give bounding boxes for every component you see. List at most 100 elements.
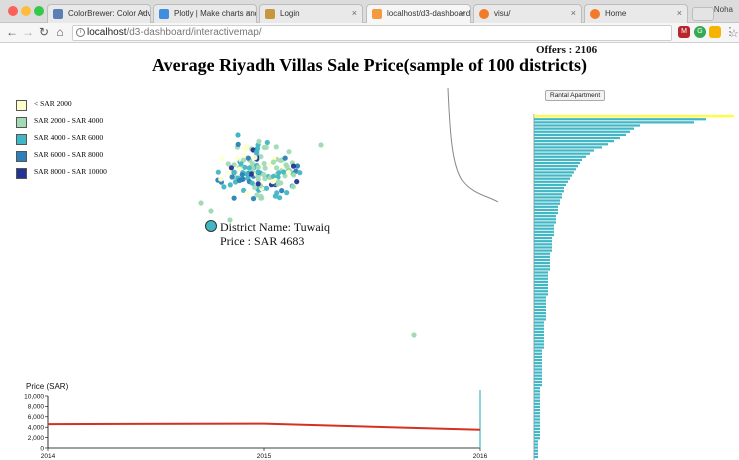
price-bar[interactable] bbox=[534, 249, 552, 252]
price-bar[interactable] bbox=[534, 280, 548, 283]
price-bar[interactable] bbox=[534, 318, 546, 321]
district-point[interactable] bbox=[256, 138, 262, 144]
district-point[interactable] bbox=[231, 169, 237, 175]
price-bar[interactable] bbox=[534, 427, 540, 430]
price-bar[interactable] bbox=[534, 127, 634, 130]
district-point[interactable] bbox=[282, 155, 288, 161]
price-bar[interactable] bbox=[534, 180, 568, 183]
tab-visu[interactable]: visu/ × bbox=[473, 4, 582, 23]
price-bar[interactable] bbox=[534, 224, 554, 227]
extension-pinwheel-icon[interactable] bbox=[709, 26, 721, 38]
district-point[interactable] bbox=[270, 179, 276, 185]
district-point[interactable] bbox=[259, 195, 265, 201]
price-bar[interactable] bbox=[534, 196, 562, 199]
price-bar[interactable] bbox=[534, 446, 538, 449]
district-point[interactable] bbox=[228, 165, 234, 171]
district-point[interactable] bbox=[236, 177, 242, 184]
price-bar[interactable] bbox=[534, 261, 550, 265]
district-point[interactable] bbox=[227, 182, 233, 188]
district-point[interactable] bbox=[255, 181, 261, 187]
price-bar[interactable] bbox=[534, 215, 556, 218]
price-bar[interactable] bbox=[534, 377, 542, 380]
price-bar[interactable] bbox=[534, 240, 552, 243]
tab-plotly[interactable]: Plotly | Make charts and × bbox=[153, 4, 257, 23]
price-bar[interactable] bbox=[534, 355, 542, 359]
price-bar[interactable] bbox=[534, 408, 540, 412]
district-point[interactable] bbox=[411, 332, 417, 338]
price-bar[interactable] bbox=[534, 211, 558, 215]
price-bar[interactable] bbox=[534, 268, 550, 271]
price-bar[interactable] bbox=[534, 158, 582, 162]
back-arrow-icon[interactable]: ← bbox=[6, 25, 18, 39]
district-points[interactable] bbox=[198, 132, 417, 338]
price-bar[interactable] bbox=[534, 283, 548, 287]
district-point[interactable] bbox=[231, 195, 237, 201]
district-point[interactable] bbox=[235, 132, 241, 138]
price-bar[interactable] bbox=[534, 337, 544, 340]
price-bar[interactable] bbox=[534, 390, 540, 393]
profile-name[interactable]: Noha bbox=[713, 5, 733, 14]
price-bar[interactable] bbox=[534, 136, 620, 140]
district-point[interactable] bbox=[294, 163, 301, 169]
rental-apartment-button[interactable]: Rantal Apartment bbox=[545, 90, 606, 101]
price-bar[interactable] bbox=[534, 299, 546, 302]
price-bar[interactable] bbox=[534, 271, 548, 274]
price-bar[interactable] bbox=[534, 252, 550, 255]
district-point[interactable] bbox=[294, 179, 300, 185]
district-point[interactable] bbox=[254, 192, 260, 198]
district-point[interactable] bbox=[246, 165, 252, 171]
price-bar[interactable] bbox=[534, 165, 578, 168]
price-bar[interactable] bbox=[534, 340, 544, 343]
price-bar[interactable] bbox=[534, 362, 542, 365]
price-bar[interactable] bbox=[534, 380, 542, 384]
price-bar[interactable] bbox=[534, 415, 540, 418]
district-point[interactable] bbox=[264, 185, 270, 191]
price-bar[interactable] bbox=[534, 174, 572, 177]
price-bar[interactable] bbox=[534, 287, 548, 290]
close-tab-icon[interactable]: × bbox=[245, 8, 251, 18]
district-point[interactable] bbox=[291, 172, 297, 178]
price-bar[interactable] bbox=[534, 399, 540, 402]
district-point[interactable] bbox=[242, 164, 248, 170]
price-bar[interactable] bbox=[534, 161, 580, 165]
price-bar[interactable] bbox=[534, 258, 550, 262]
price-bar[interactable] bbox=[534, 327, 544, 330]
district-point[interactable] bbox=[221, 184, 227, 190]
district-point[interactable] bbox=[283, 162, 289, 168]
district-point[interactable] bbox=[252, 184, 258, 190]
price-bar[interactable] bbox=[534, 330, 544, 334]
price-bar[interactable] bbox=[534, 437, 540, 440]
district-point[interactable] bbox=[273, 144, 279, 150]
district-point[interactable] bbox=[218, 176, 224, 182]
reload-icon[interactable]: ↻ bbox=[38, 25, 50, 39]
new-tab-button[interactable] bbox=[692, 7, 714, 21]
district-point[interactable] bbox=[245, 155, 251, 161]
district-point[interactable] bbox=[285, 169, 291, 176]
extension-m-icon[interactable]: M bbox=[678, 26, 690, 38]
chrome-menu-icon[interactable]: ⋮ bbox=[724, 26, 736, 38]
district-point[interactable] bbox=[258, 154, 264, 160]
district-point[interactable] bbox=[254, 148, 260, 154]
district-point[interactable] bbox=[281, 169, 287, 175]
price-bar[interactable] bbox=[534, 155, 586, 158]
price-bar[interactable] bbox=[534, 124, 640, 127]
price-bar[interactable] bbox=[534, 315, 546, 318]
district-point[interactable] bbox=[286, 149, 292, 155]
tab-colorbrewer[interactable]: ColorBrewer: Color Adv × bbox=[47, 4, 151, 23]
price-bar[interactable] bbox=[534, 233, 554, 237]
price-bar[interactable] bbox=[534, 246, 552, 249]
district-point[interactable] bbox=[318, 142, 324, 148]
district-point[interactable] bbox=[262, 165, 268, 171]
district-point[interactable] bbox=[261, 144, 267, 151]
price-bar[interactable] bbox=[534, 121, 694, 124]
district-point[interactable] bbox=[277, 195, 283, 201]
price-bar[interactable] bbox=[534, 227, 554, 230]
price-bar[interactable] bbox=[534, 221, 556, 224]
district-point[interactable] bbox=[250, 196, 257, 202]
district-point[interactable] bbox=[249, 180, 255, 186]
price-bar[interactable] bbox=[534, 243, 552, 246]
price-bar[interactable] bbox=[534, 143, 608, 146]
price-bar[interactable] bbox=[534, 218, 556, 221]
price-bar[interactable] bbox=[534, 208, 558, 212]
close-tab-icon[interactable]: × bbox=[676, 8, 682, 18]
